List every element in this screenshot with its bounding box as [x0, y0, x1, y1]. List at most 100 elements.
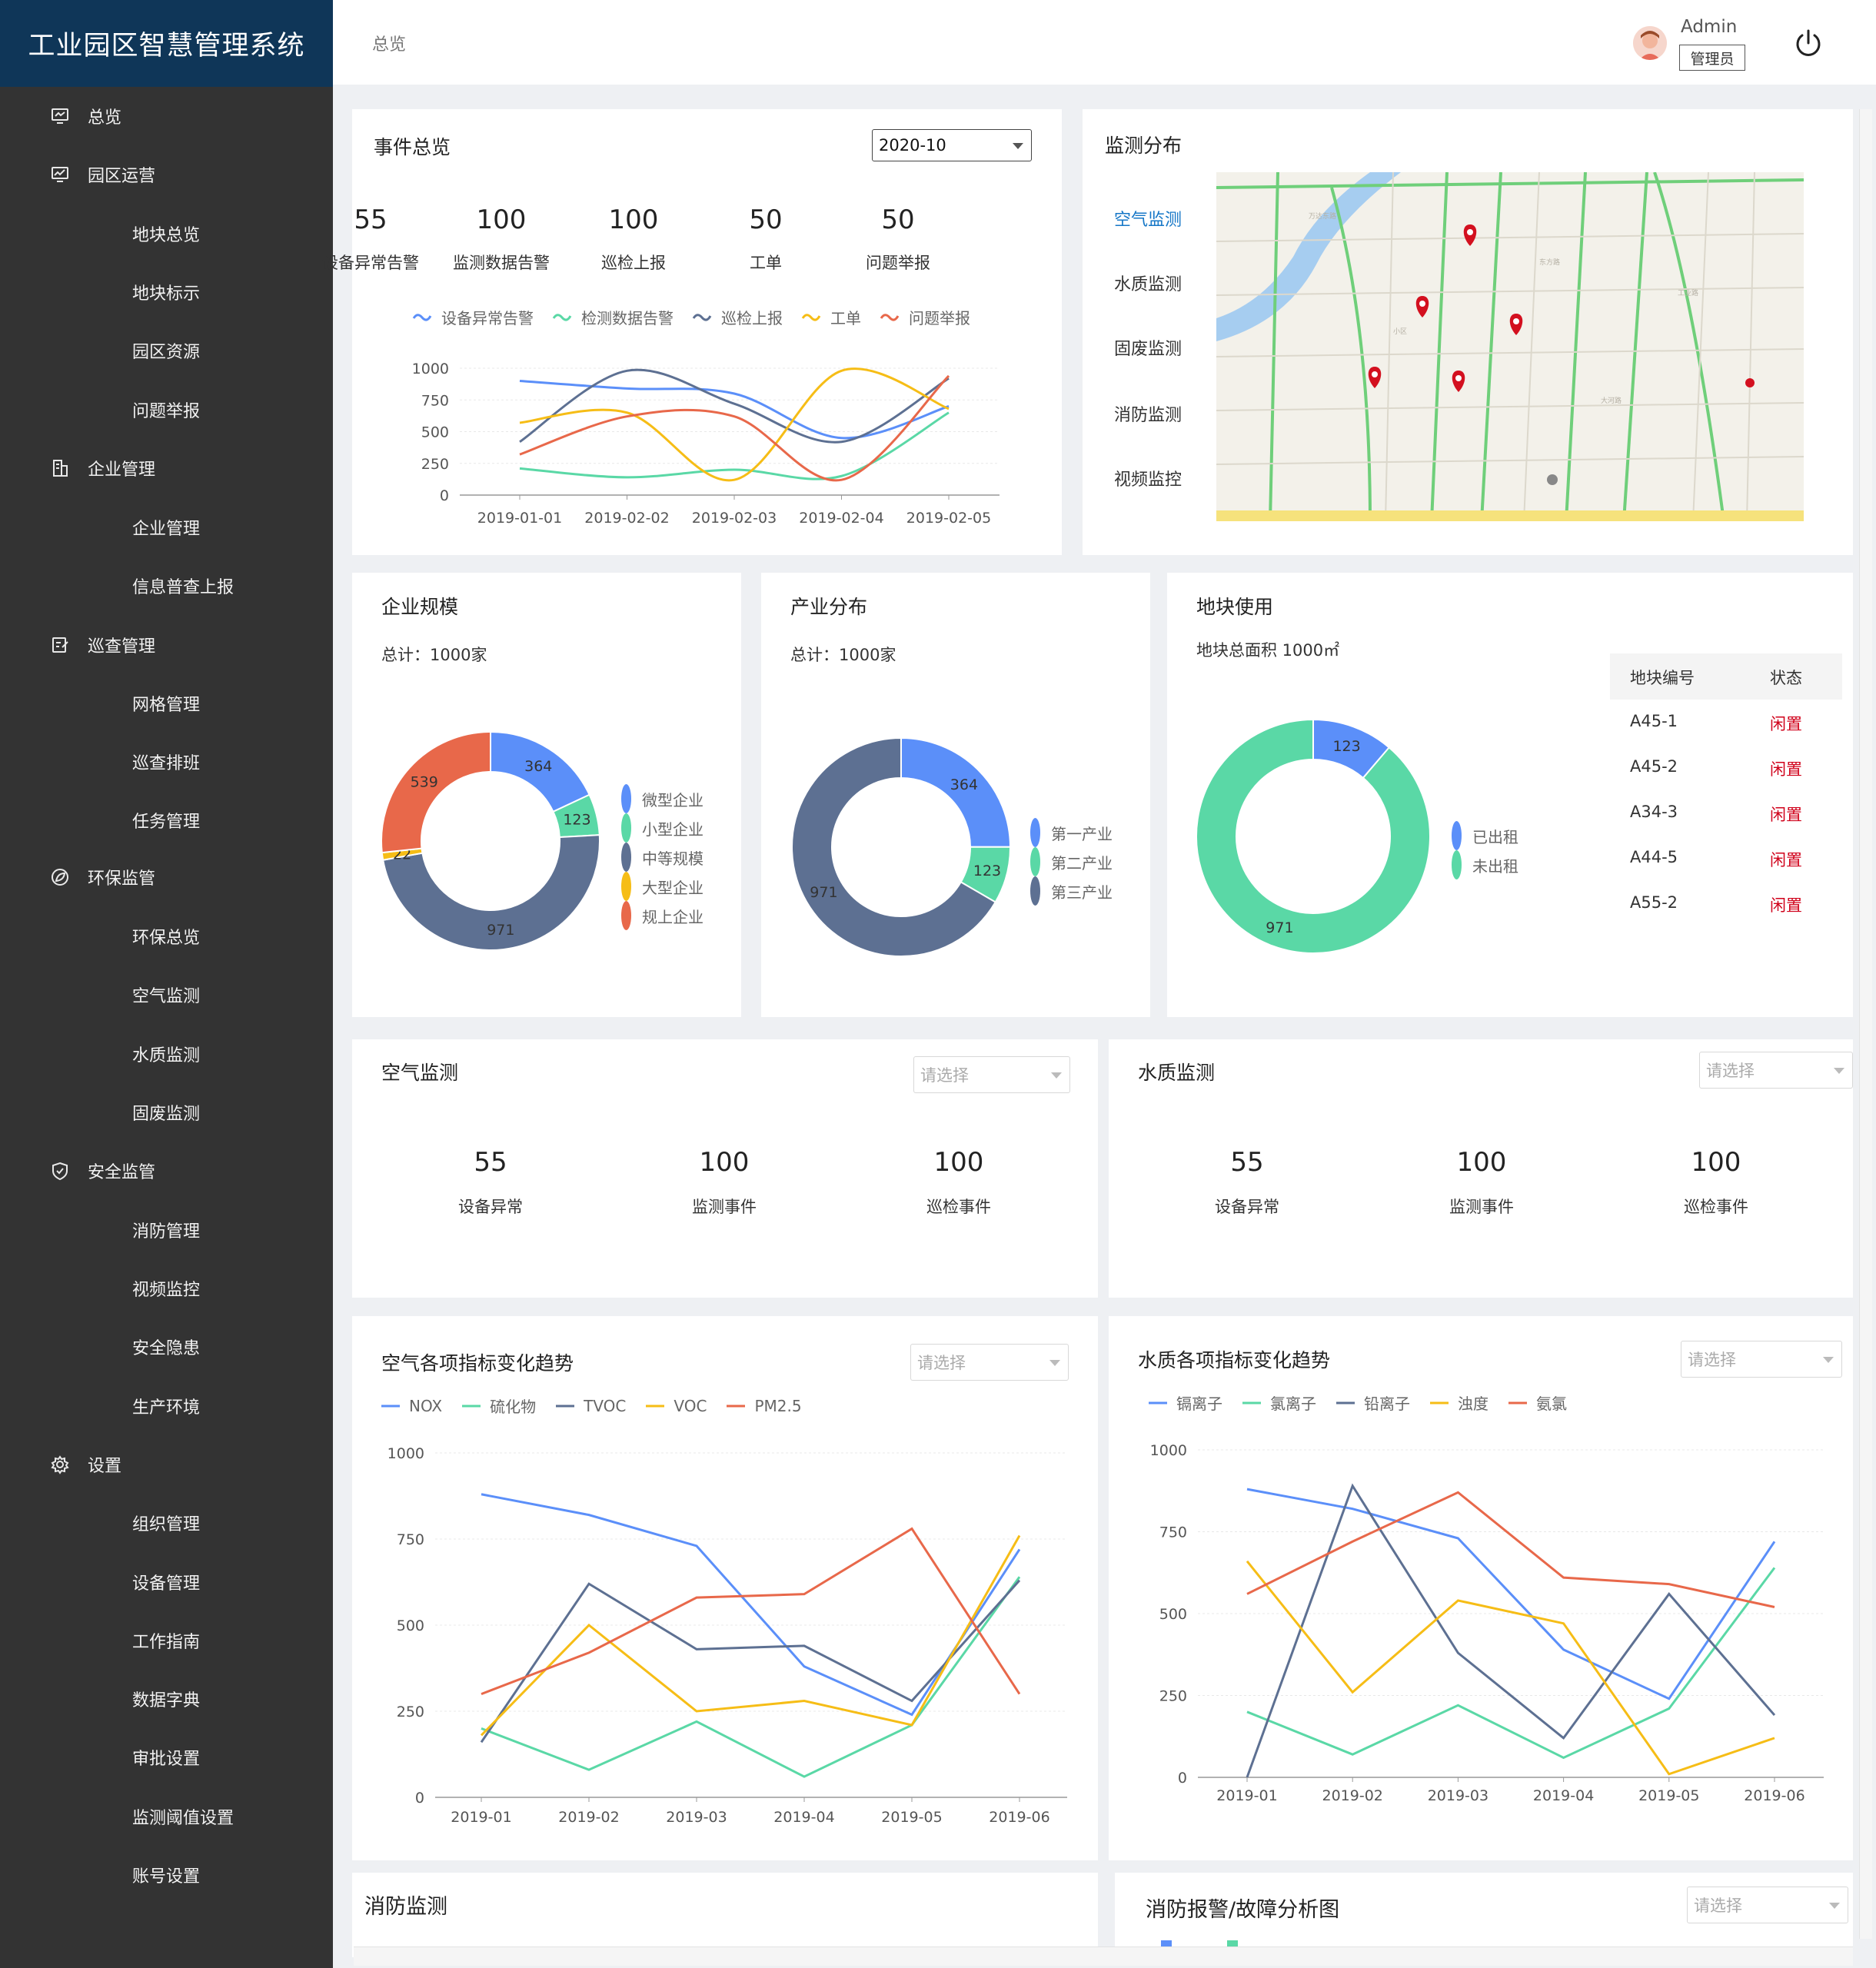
water-select[interactable]: 请选择 [1699, 1052, 1853, 1089]
sidebar-item[interactable]: 园区资源 [0, 327, 333, 374]
legend-item[interactable]: 镉离子 [1149, 1391, 1222, 1414]
edit-icon [49, 634, 71, 656]
month-select[interactable]: 2020-10 [872, 129, 1032, 161]
sidebar-item[interactable]: 环保总览 [0, 913, 333, 959]
sidebar-item[interactable]: 地块总览 [0, 211, 333, 257]
sidebar-item[interactable]: 监测阈值设置 [0, 1793, 333, 1840]
sidebar-item[interactable]: 审批设置 [0, 1734, 333, 1780]
legend-item[interactable]: 氯离子 [1242, 1391, 1316, 1414]
sidebar-item[interactable]: 安全隐患 [0, 1324, 333, 1370]
sidebar-item[interactable]: 信息普查上报 [0, 563, 333, 609]
monitor-icon [49, 105, 71, 127]
legend-item[interactable]: 第二产业 [1030, 847, 1113, 876]
air-select[interactable]: 请选择 [913, 1056, 1070, 1093]
legend-label: 检测数据告警 [581, 309, 674, 327]
sidebar-item[interactable]: 视频监控 [0, 1265, 333, 1311]
sidebar-item[interactable]: 数据字典 [0, 1676, 333, 1722]
legend-item[interactable]: 硫化物 [462, 1395, 536, 1417]
sidebar-item[interactable]: 组织管理 [0, 1500, 333, 1546]
sidebar-item[interactable]: 问题举报 [0, 387, 333, 433]
avatar[interactable] [1633, 26, 1667, 60]
legend-item[interactable]: 第三产业 [1030, 876, 1113, 906]
legend-label: 铅离子 [1364, 1395, 1410, 1413]
stat-value: 100 [699, 1147, 750, 1178]
map-tab[interactable]: 固废监测 [1114, 340, 1182, 359]
sidebar-item[interactable]: 生产环境 [0, 1383, 333, 1429]
x-tick-label: 2019-06 [989, 1809, 1049, 1826]
sidebar-item[interactable]: 空气监测 [0, 972, 333, 1018]
vertical-scrollbar[interactable] [1859, 109, 1872, 1939]
legend-item[interactable]: 第一产业 [1030, 818, 1113, 847]
events-title: 事件总览 [374, 136, 451, 158]
sidebar-item[interactable]: 固废监测 [0, 1089, 333, 1135]
legend-item[interactable]: 设备异常告警 [412, 306, 534, 328]
sidebar-item[interactable]: 园区运营 [0, 151, 333, 198]
legend-label: 大型企业 [642, 878, 704, 897]
sidebar-item-label: 环保监管 [88, 869, 156, 889]
sidebar-item[interactable]: 环保监管 [0, 854, 333, 900]
sidebar-item[interactable]: 安全监管 [0, 1148, 333, 1194]
sidebar-item[interactable]: 地块标示 [0, 269, 333, 315]
legend-item[interactable]: NOX [381, 1397, 442, 1415]
legend-item[interactable]: 浊度 [1430, 1391, 1488, 1414]
air-trend-title: 空气各项指标变化趋势 [381, 1352, 574, 1375]
sidebar-item[interactable]: 任务管理 [0, 797, 333, 843]
sidebar-item[interactable]: 设备管理 [0, 1559, 333, 1605]
legend-swatch [412, 313, 432, 321]
legend-dot [1452, 821, 1462, 850]
sidebar-item-label: 设备管理 [132, 1574, 201, 1594]
user-name[interactable]: Admin [1681, 17, 1738, 37]
map-tab[interactable]: 空气监测 [1114, 211, 1182, 230]
legend-swatch [692, 313, 712, 321]
stat-value: 100 [1691, 1147, 1741, 1178]
sidebar-item[interactable]: 企业管理 [0, 504, 333, 550]
sidebar-item[interactable]: 工作指南 [0, 1617, 333, 1664]
sidebar-item[interactable]: 账号设置 [0, 1852, 333, 1898]
sidebar-item[interactable]: 网格管理 [0, 680, 333, 726]
legend-item[interactable]: 微型企业 [621, 784, 704, 813]
legend-item[interactable]: 巡检上报 [692, 306, 783, 328]
legend-item[interactable]: 未出租 [1452, 850, 1518, 879]
legend-item[interactable]: PM2.5 [727, 1397, 802, 1415]
map-tab[interactable]: 消防监测 [1114, 406, 1182, 425]
legend-item[interactable]: 中等规模 [621, 843, 704, 872]
legend-item[interactable]: 工单 [801, 306, 861, 328]
pie-slice [381, 730, 491, 854]
sidebar-item[interactable]: 总览 [0, 93, 333, 139]
map-tab[interactable]: 视频监控 [1114, 470, 1182, 490]
water-trend-select[interactable]: 请选择 [1681, 1341, 1842, 1378]
sidebar-item[interactable]: 设置 [0, 1441, 333, 1488]
legend-item[interactable]: VOC [646, 1397, 707, 1415]
legend-item[interactable]: 检测数据告警 [552, 306, 674, 328]
water-select-placeholder: 请选择 [1706, 1062, 1755, 1080]
legend-swatch [880, 313, 900, 321]
legend-item[interactable]: 问题举报 [880, 306, 970, 328]
breadcrumb[interactable]: 总览 [372, 35, 407, 55]
legend-item[interactable]: 氨氯 [1508, 1391, 1567, 1414]
sidebar-item-label: 水质监测 [132, 1046, 201, 1065]
sidebar-item[interactable]: 消防管理 [0, 1207, 333, 1253]
sidebar-item[interactable]: 企业管理 [0, 445, 333, 491]
stat-label: 设备异常告警 [322, 254, 419, 272]
legend-item[interactable]: 铅离子 [1336, 1391, 1410, 1414]
sidebar-item[interactable]: 巡查排班 [0, 739, 333, 785]
sidebar-item[interactable]: 水质监测 [0, 1031, 333, 1077]
stat-value: 100 [476, 204, 527, 235]
map-panel[interactable]: 万达东路 东方路 小区 工业路 大河路 [1216, 172, 1804, 521]
power-icon[interactable] [1791, 26, 1825, 60]
slice-label: 539 [411, 773, 438, 790]
legend-item[interactable]: 已出租 [1452, 821, 1518, 850]
legend-item[interactable]: 小型企业 [621, 813, 704, 843]
legend-item[interactable]: TVOC [556, 1397, 626, 1415]
fire-alarm-select[interactable]: 请选择 [1687, 1887, 1848, 1923]
land-plot-id: A45-1 [1630, 712, 1678, 730]
map-tab[interactable]: 水质监测 [1114, 275, 1182, 294]
legend-item[interactable]: 大型企业 [621, 872, 704, 901]
sidebar-item[interactable]: 巡查管理 [0, 622, 333, 668]
industry-total: 总计：1000家 [790, 646, 896, 664]
stat-label: 工单 [750, 254, 782, 272]
legend-dot [1030, 818, 1040, 847]
air-trend-select[interactable]: 请选择 [910, 1344, 1069, 1381]
horizontal-scrollbar[interactable] [354, 1946, 1853, 1966]
legend-item[interactable]: 规上企业 [621, 901, 704, 930]
